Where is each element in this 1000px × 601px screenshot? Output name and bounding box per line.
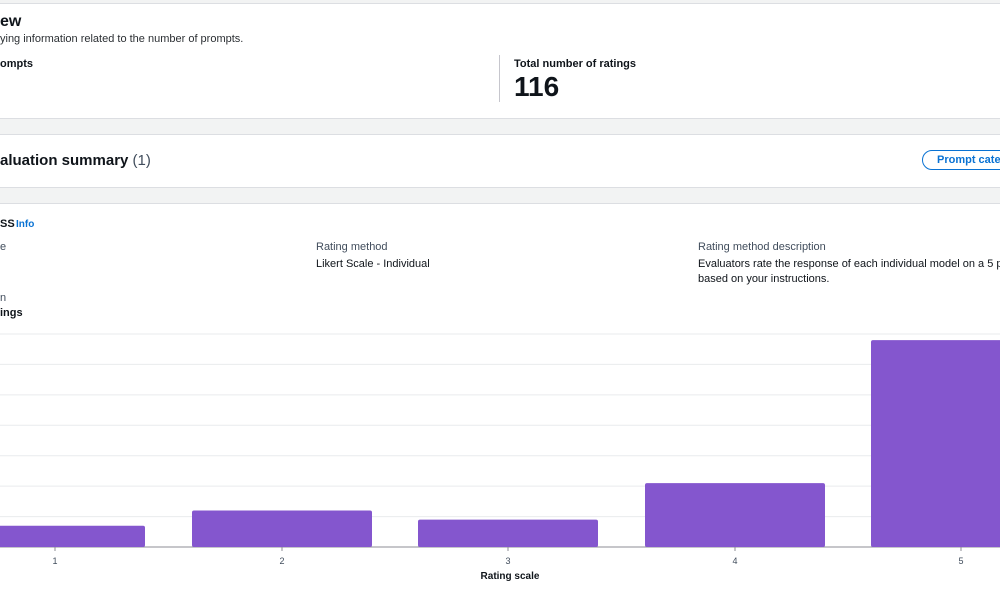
- overview-title: ew: [0, 13, 22, 30]
- evaluation-summary-title: aluation summary (1): [0, 152, 151, 169]
- chart-section-fragment: n: [0, 292, 7, 304]
- evaluation-summary-title-text: aluation summary: [0, 152, 129, 169]
- evaluation-summary-header: [0, 134, 1000, 188]
- rating-method-label: Rating method: [316, 241, 388, 253]
- bar-rating-4[interactable]: [645, 483, 825, 547]
- info-link[interactable]: Info: [16, 219, 35, 230]
- rating-method-description-line1: Evaluators rate the response of each ind…: [698, 258, 1000, 270]
- prompt-category-button[interactable]: Prompt categ: [922, 150, 1000, 170]
- rating-method-description: Evaluators rate the response of each ind…: [698, 257, 1000, 287]
- overview-panel: [0, 3, 1000, 119]
- x-axis-label: Rating scale: [481, 571, 540, 582]
- total-ratings-value: 116: [514, 71, 560, 102]
- rating-method-value: Likert Scale - Individual: [316, 258, 430, 270]
- evaluation-summary-count: (1): [132, 152, 151, 169]
- total-ratings-label: Total number of ratings: [514, 58, 637, 70]
- x-tick-label: 5: [958, 556, 963, 566]
- metric-name: SS: [0, 218, 15, 230]
- bar-rating-3[interactable]: [418, 519, 598, 547]
- prompts-label: ompts: [0, 58, 33, 70]
- x-tick-label: 2: [279, 556, 284, 566]
- bar-rating-2[interactable]: [192, 510, 372, 547]
- overview-description: ying information related to the number o…: [0, 33, 244, 45]
- x-tick-label: 1: [52, 556, 57, 566]
- metric-left-fragment: e: [0, 241, 7, 253]
- x-tick-label: 3: [505, 556, 510, 566]
- stats-divider: [499, 55, 500, 102]
- chart-title: ings: [0, 307, 23, 319]
- bar-rating-1[interactable]: [0, 525, 145, 547]
- rating-method-description-line2: based on your instructions.: [698, 273, 830, 285]
- bar-rating-5[interactable]: [871, 340, 1000, 547]
- x-tick-label: 4: [732, 556, 737, 566]
- rating-method-description-label: Rating method description: [698, 241, 826, 253]
